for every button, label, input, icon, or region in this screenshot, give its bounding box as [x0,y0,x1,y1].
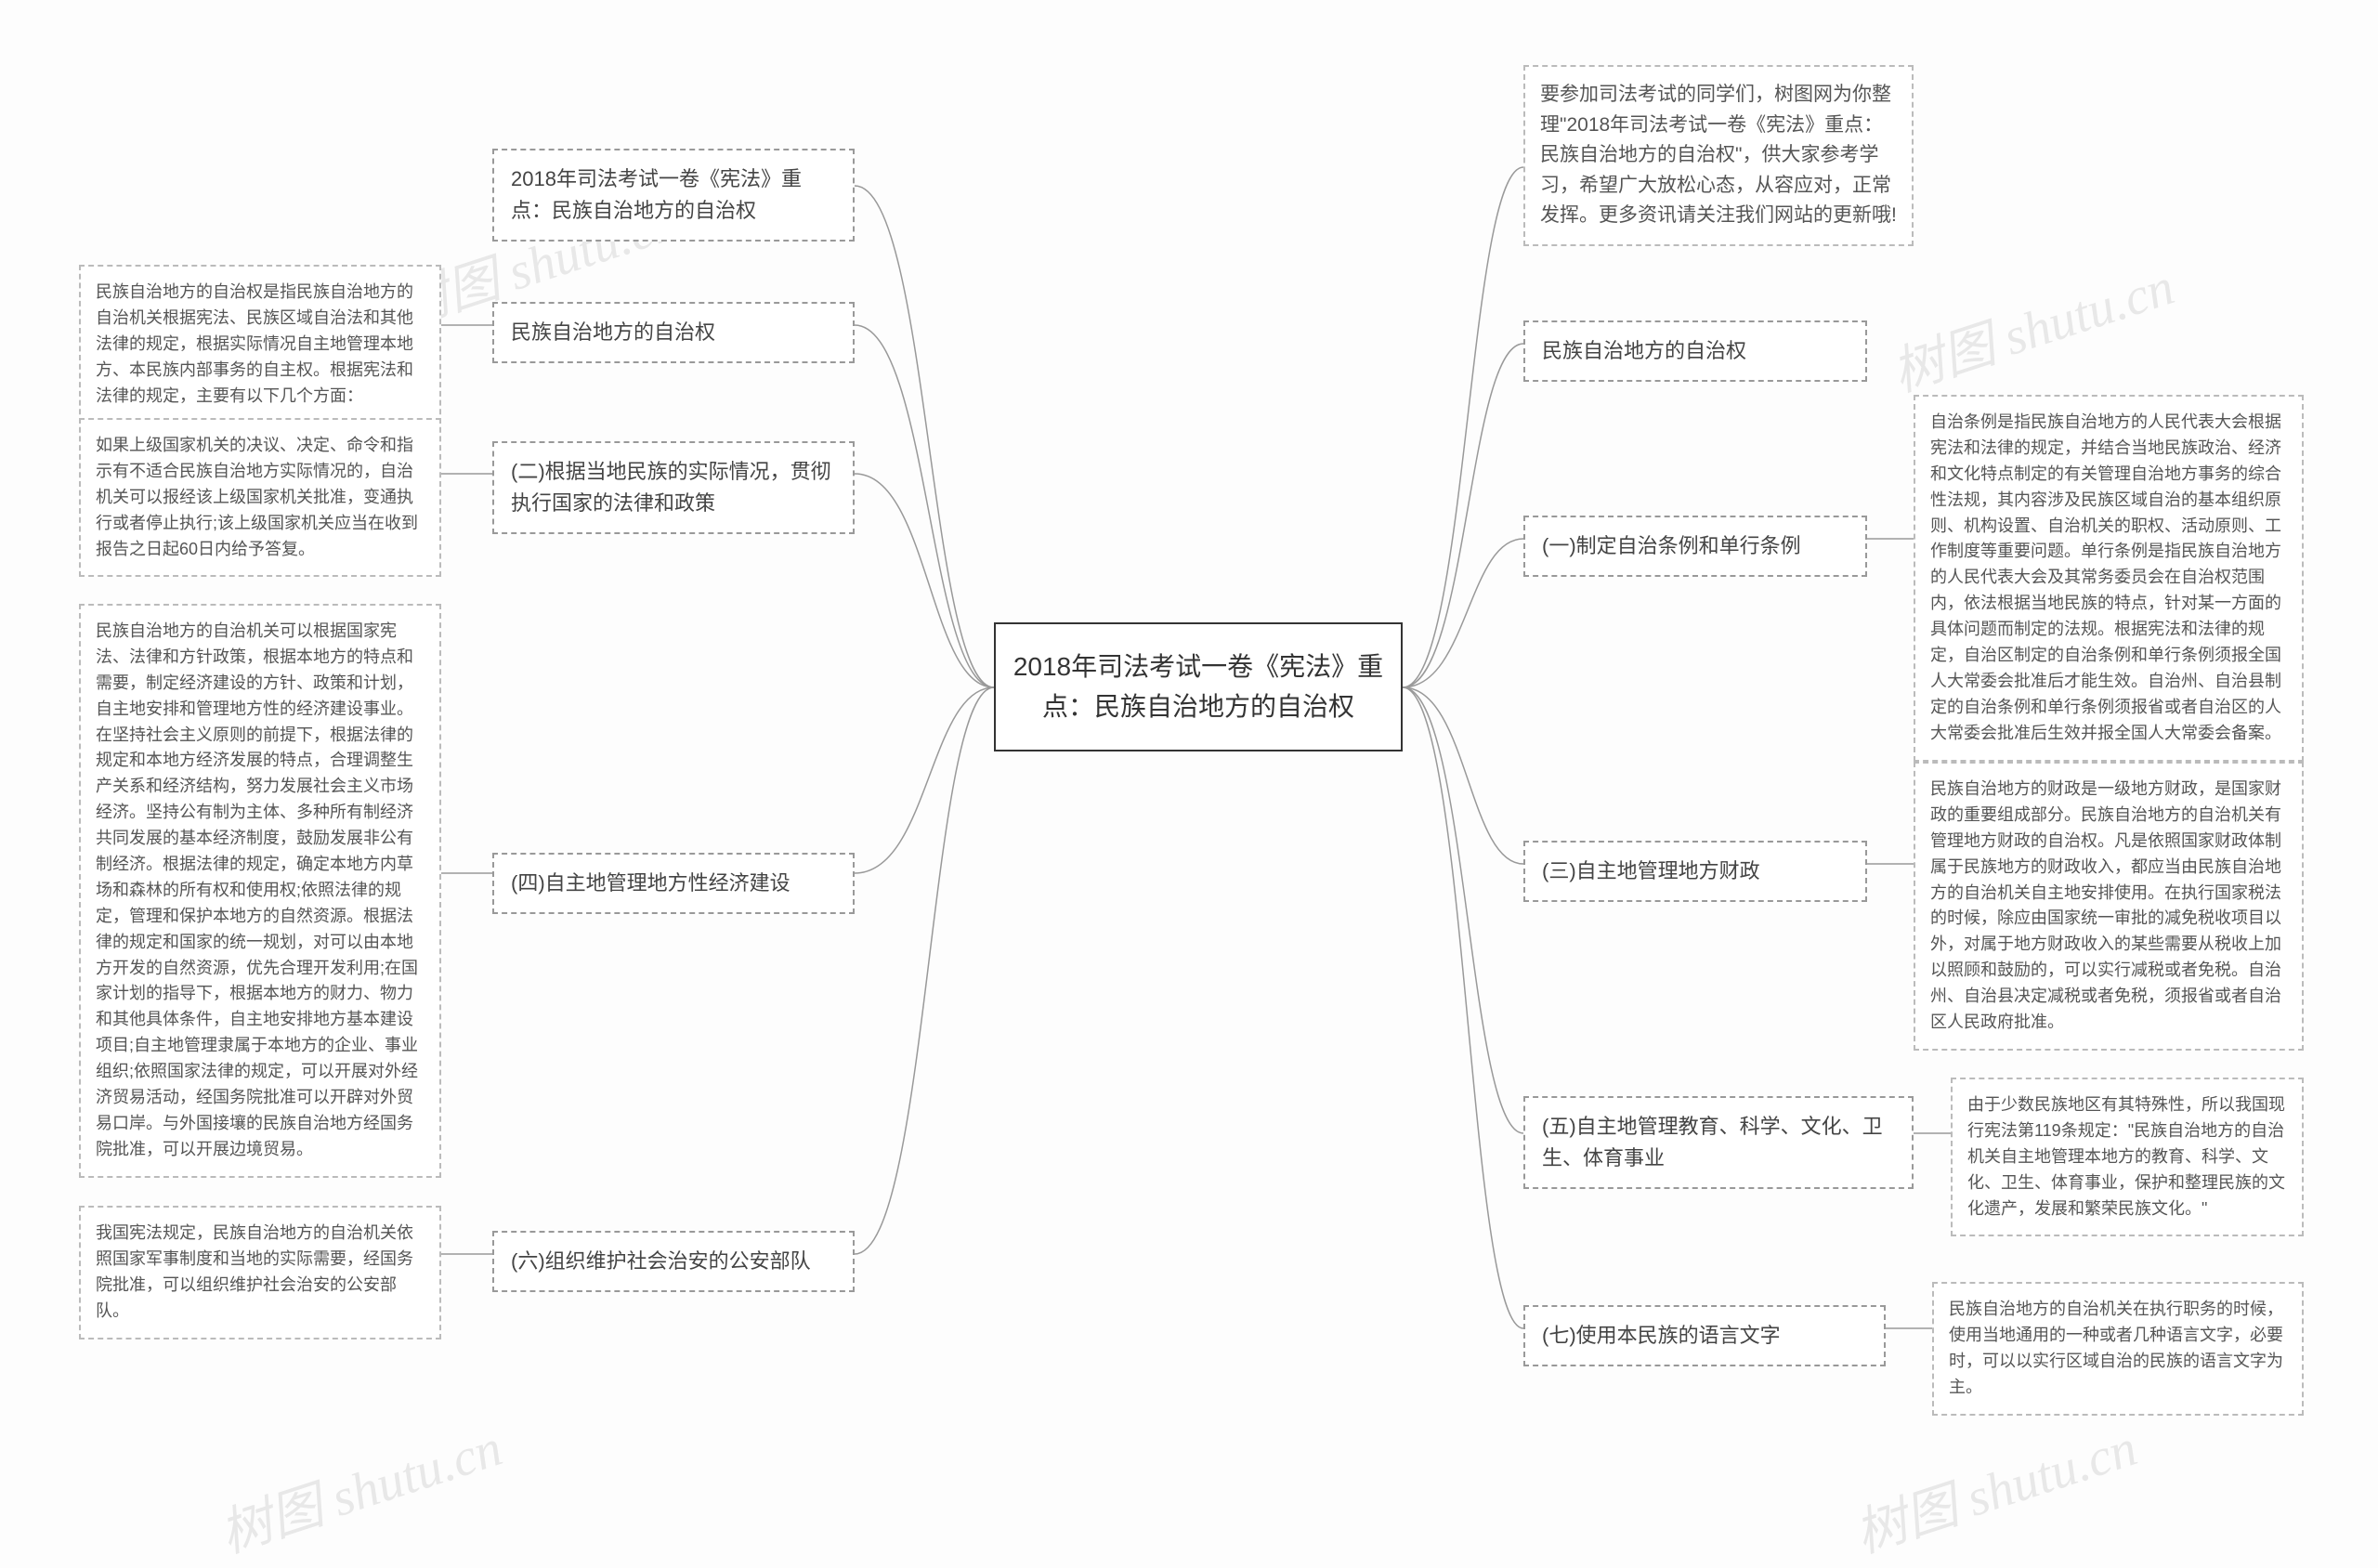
center-topic: 2018年司法考试一卷《宪法》重点：民族自治地方的自治权 [994,622,1403,751]
right-node-item7: (七)使用本民族的语言文字 [1523,1305,1886,1366]
left-desc-item4: 民族自治地方的自治机关可以根据国家宪法、法律和方针政策，根据本地方的特点和需要，… [79,604,441,1178]
watermark: 树图 shutu.cn [1881,244,2182,406]
right-desc-item3: 民族自治地方的财政是一级地方财政，是国家财政的重要组成部分。民族自治地方的自治机… [1914,762,2304,1051]
left-desc-item2: 如果上级国家机关的决议、决定、命令和指示有不适合民族自治地方实际情况的，自治机关… [79,418,441,577]
watermark: 树图 shutu.cn [1844,1405,2145,1567]
left-node-item2: (二)根据当地民族的实际情况，贯彻执行国家的法律和政策 [492,441,855,534]
left-node-item6: (六)组织维护社会治安的公安部队 [492,1231,855,1292]
left-node-title: 2018年司法考试一卷《宪法》重点：民族自治地方的自治权 [492,149,855,242]
right-intro: 要参加司法考试的同学们，树图网为你整理"2018年司法考试一卷《宪法》重点：民族… [1523,65,1914,246]
watermark: 树图 shutu.cn [209,1405,510,1567]
right-node-item3: (三)自主地管理地方财政 [1523,841,1867,902]
right-node-item1: (一)制定自治条例和单行条例 [1523,516,1867,577]
right-desc-item7: 民族自治地方的自治机关在执行职务的时候，使用当地通用的一种或者几种语言文字，必要… [1932,1282,2304,1416]
left-node-autonomy: 民族自治地方的自治权 [492,302,855,363]
left-desc-autonomy: 民族自治地方的自治权是指民族自治地方的自治机关根据宪法、民族区域自治法和其他法律… [79,265,441,424]
right-node-item5: (五)自主地管理教育、科学、文化、卫生、体育事业 [1523,1096,1914,1189]
left-node-item4: (四)自主地管理地方性经济建设 [492,853,855,914]
right-node-autonomy: 民族自治地方的自治权 [1523,320,1867,382]
right-desc-item5: 由于少数民族地区有其特殊性，所以我国现行宪法第119条规定："民族自治地方的自治… [1951,1078,2304,1236]
left-desc-item6: 我国宪法规定，民族自治地方的自治机关依照国家军事制度和当地的实际需要，经国务院批… [79,1206,441,1339]
right-desc-item1: 自治条例是指民族自治地方的人民代表大会根据宪法和法律的规定，并结合当地民族政治、… [1914,395,2304,762]
mindmap-container: 树图 shutu.cn 树图 shutu.cn 树图 shutu.cn 树图 s… [0,0,2378,1561]
